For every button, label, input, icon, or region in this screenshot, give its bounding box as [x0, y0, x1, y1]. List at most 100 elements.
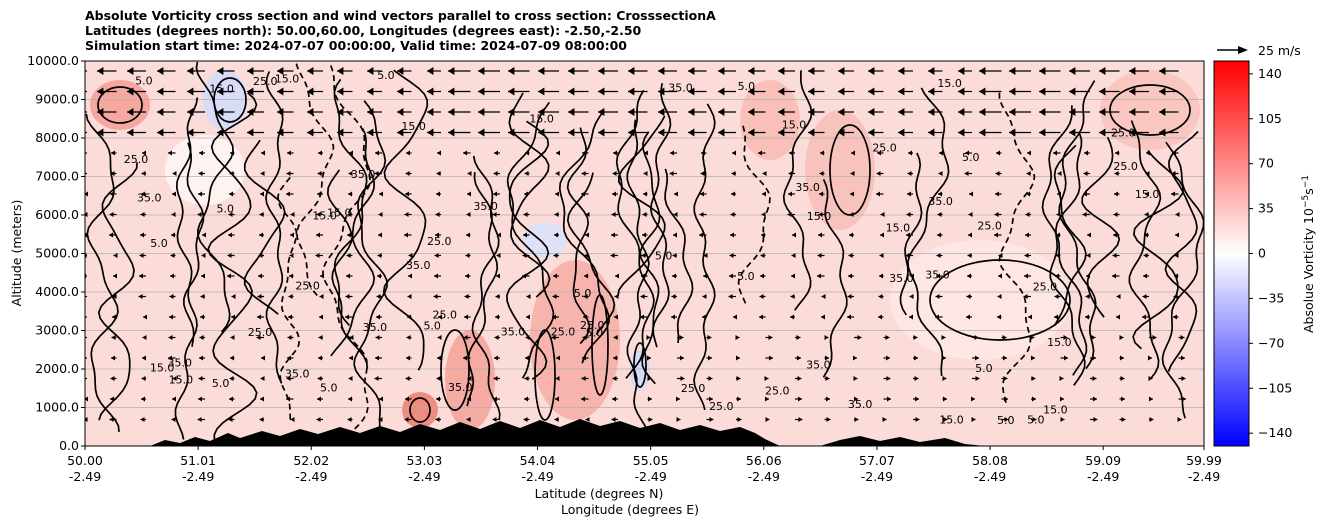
- wind-vector-head: [1039, 67, 1046, 75]
- wind-vector-head: [818, 212, 823, 217]
- wind-vector-head: [288, 294, 293, 299]
- wind-vector-head: [849, 212, 854, 217]
- colorbar-tick-label: −35: [1258, 290, 1284, 305]
- wind-vector-head: [1057, 191, 1061, 197]
- x-tick-label-lon: -2.49: [408, 469, 440, 484]
- wind-vector-head: [140, 232, 144, 238]
- wind-vector-head: [553, 273, 557, 279]
- wind-vector-head: [821, 314, 825, 320]
- wind-vector-head: [778, 87, 785, 96]
- wind-vector-head: [260, 171, 265, 176]
- wind-vector-head: [200, 314, 204, 320]
- contour-label: 35.0: [168, 357, 193, 370]
- x-tick-label-lon: -2.49: [634, 469, 666, 484]
- wind-vector-head: [228, 417, 233, 422]
- wind-vector-head: [688, 67, 695, 75]
- wind-vector-head: [168, 150, 172, 156]
- wind-vector-head: [448, 128, 455, 137]
- wind-vector-head: [171, 232, 175, 238]
- contour-line: [1049, 133, 1086, 386]
- contour-label: 5.0: [738, 80, 756, 93]
- wind-vector-head: [1026, 171, 1031, 176]
- wind-vector-head: [876, 171, 881, 176]
- wind-vector-head: [885, 335, 890, 340]
- wind-vector-head: [1149, 417, 1154, 422]
- wind-vector-head: [197, 417, 202, 422]
- wind-vector-head: [493, 396, 497, 402]
- wind-vector-head: [349, 355, 353, 361]
- wind-vector-head: [1091, 335, 1096, 340]
- wind-vector-head: [1143, 273, 1147, 279]
- wind-vector-head: [1085, 314, 1089, 320]
- wind-vector-head: [434, 273, 438, 279]
- wind-vector-head: [853, 355, 857, 361]
- wind-vector-head: [838, 87, 845, 96]
- wind-vector-head: [142, 335, 147, 340]
- field-patch-weak-2: [890, 240, 1070, 360]
- wind-vector-head: [1115, 150, 1119, 156]
- wind-vector-head: [1082, 212, 1087, 217]
- y-axis-label: Altitude (meters): [9, 200, 24, 307]
- wind-vector-head: [1060, 396, 1064, 402]
- wind-vector-head: [538, 108, 545, 116]
- wind-vector-head: [109, 417, 114, 422]
- wind-vector-head: [764, 376, 769, 381]
- x-tick-label-lon: -2.49: [1188, 469, 1220, 484]
- wind-vector-head: [142, 150, 146, 156]
- wind-vector-head: [733, 314, 737, 320]
- wind-vector-head: [1114, 171, 1119, 176]
- contour-label: 15.0: [401, 120, 426, 133]
- wind-vector-head: [1085, 294, 1090, 299]
- x-axis-ticks: 50.00-2.4951.01-2.4952.02-2.4953.03-2.49…: [67, 446, 1222, 484]
- wind-vector-head: [688, 87, 695, 96]
- colorbar-label-unit-exp: −1: [1301, 175, 1311, 188]
- contour-label: 5.0: [377, 69, 395, 82]
- wind-vector-head: [376, 294, 381, 299]
- wind-vector-head: [287, 150, 291, 156]
- wind-vector-head: [966, 314, 970, 320]
- wind-vector-head: [699, 232, 703, 238]
- wind-vector-head: [762, 171, 767, 176]
- wind-vector-head: [943, 417, 948, 422]
- wind-vector-head: [748, 128, 755, 137]
- wind-vector-head: [582, 335, 587, 340]
- wind-vector-head: [552, 314, 556, 320]
- wind-vector-head: [80, 171, 84, 176]
- wind-vector-head: [1144, 232, 1148, 238]
- wind-vector-head: [868, 128, 875, 137]
- wind-vector-head: [1009, 128, 1016, 137]
- wind-vector-head: [700, 171, 705, 176]
- wind-vector-head: [247, 67, 254, 75]
- wind-vector-head: [644, 150, 648, 156]
- wind-vector-head: [876, 191, 880, 197]
- wind-vector-head: [789, 150, 793, 156]
- wind-vector-head: [584, 253, 589, 258]
- wind-vector-head: [718, 108, 725, 116]
- wind-vector-head: [493, 191, 497, 197]
- wind-vector-head: [397, 67, 404, 75]
- contour-label: 25.0: [977, 220, 1002, 233]
- wind-vector-head: [674, 191, 678, 197]
- contour-line: [615, 89, 655, 379]
- wind-vector-head: [877, 150, 881, 156]
- contour-label: 35.0: [848, 398, 873, 411]
- wind-vector-head: [1057, 171, 1062, 176]
- wind-vector-head: [598, 87, 605, 96]
- wind-vector-head: [316, 232, 320, 238]
- wind-vector-head: [1069, 108, 1076, 116]
- contour-label: 25.0: [253, 75, 278, 88]
- wind-vector-head: [1129, 67, 1136, 75]
- wind-vector-head: [170, 253, 175, 258]
- wind-vector-head: [397, 87, 404, 96]
- wind-vector-head: [378, 417, 383, 422]
- wind-vector-head: [996, 150, 1000, 156]
- wind-vector-head: [1182, 396, 1186, 402]
- colorbar-tick-label: 140: [1258, 66, 1282, 81]
- wind-vector-head: [968, 212, 973, 217]
- x-tick-label-lon: -2.49: [1087, 469, 1119, 484]
- wind-vector-head: [868, 87, 875, 96]
- wind-vector-head: [497, 232, 501, 238]
- wind-vector-head: [307, 108, 314, 116]
- wind-vector-head: [496, 273, 500, 279]
- wind-vector-head: [994, 212, 999, 217]
